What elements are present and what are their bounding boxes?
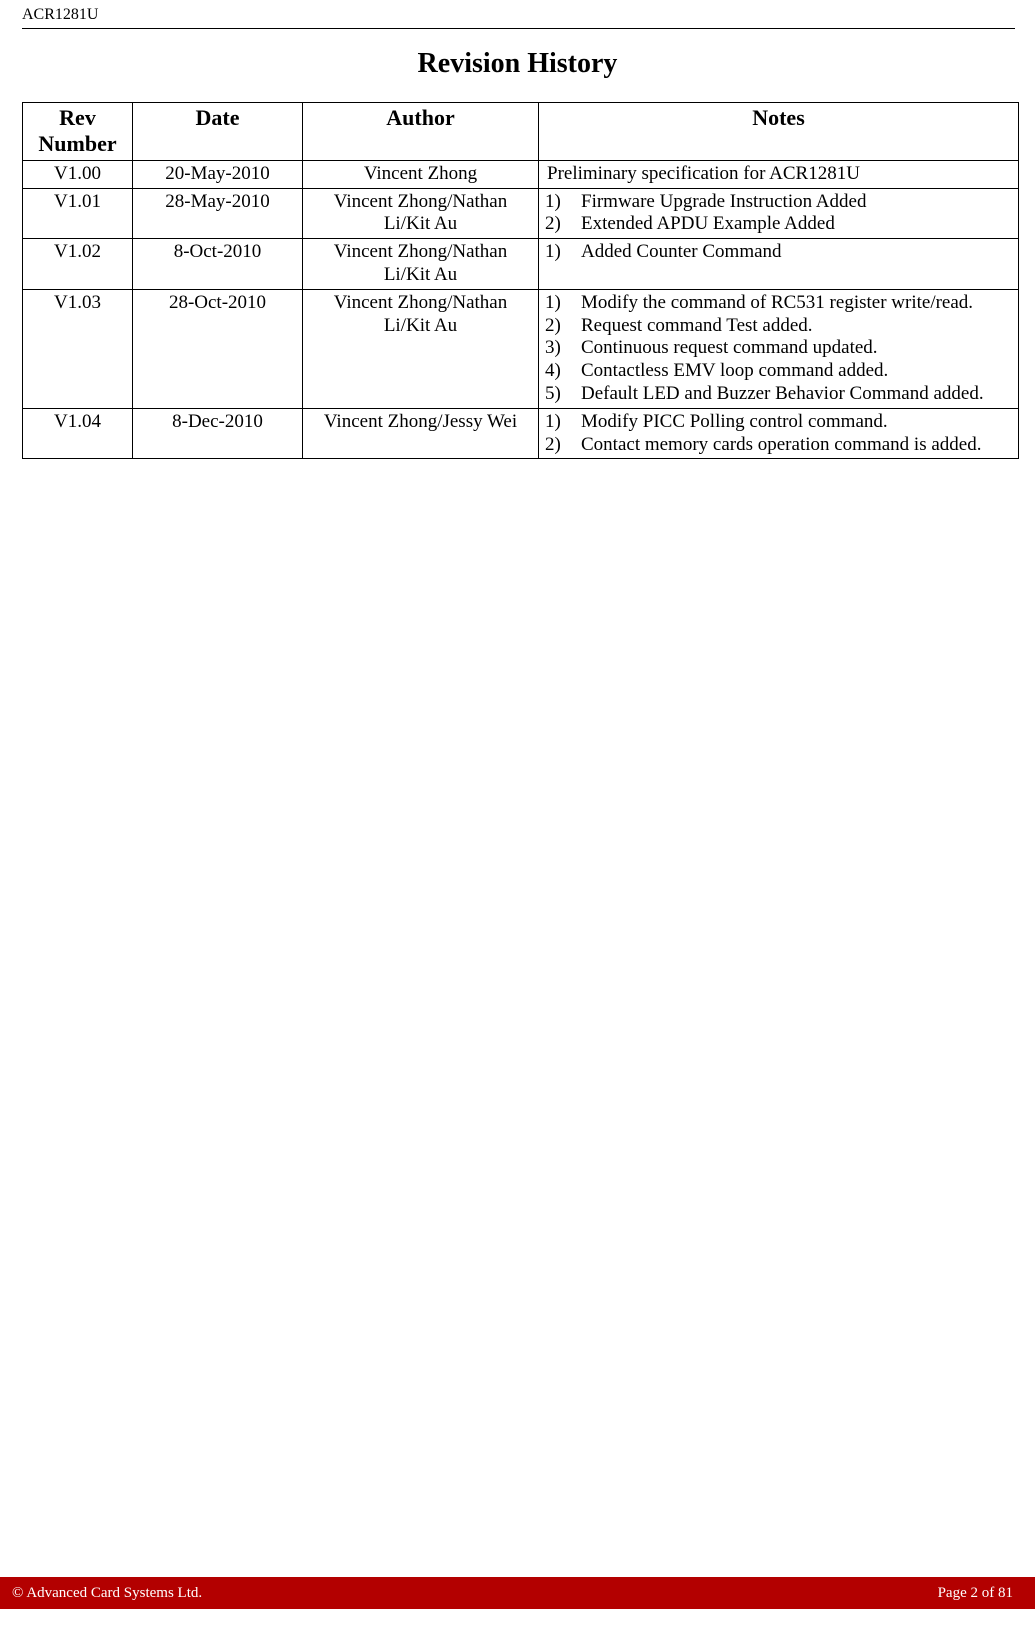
note-number: 4) bbox=[545, 360, 581, 383]
col-header-date: Date bbox=[133, 103, 303, 161]
note-text: Contact memory cards operation command i… bbox=[581, 434, 1012, 457]
cell-date: 28-May-2010 bbox=[133, 188, 303, 239]
note-number: 2) bbox=[545, 434, 581, 457]
cell-rev: V1.02 bbox=[23, 239, 133, 290]
note-number: 5) bbox=[545, 383, 581, 406]
notes-list-item: 4)Contactless EMV loop command added. bbox=[545, 360, 1012, 383]
cell-author: Vincent Zhong/Nathan Li/Kit Au bbox=[303, 289, 539, 408]
cell-notes: 1)Modify PICC Polling control command.2)… bbox=[539, 408, 1019, 459]
note-number: 1) bbox=[545, 292, 581, 315]
note-text: Modify PICC Polling control command. bbox=[581, 411, 1012, 434]
notes-list-item: 5)Default LED and Buzzer Behavior Comman… bbox=[545, 383, 1012, 406]
cell-rev: V1.04 bbox=[23, 408, 133, 459]
table-row: V1.0328-Oct-2010Vincent Zhong/Nathan Li/… bbox=[23, 289, 1019, 408]
page: ACR1281U Revision History Rev Number Dat… bbox=[0, 0, 1035, 1647]
cell-notes: 1)Added Counter Command bbox=[539, 239, 1019, 290]
note-text: Firmware Upgrade Instruction Added bbox=[581, 191, 1012, 214]
table-row: V1.048-Dec-2010Vincent Zhong/Jessy Wei1)… bbox=[23, 408, 1019, 459]
revision-history-table: Rev Number Date Author Notes V1.0020-May… bbox=[22, 102, 1019, 459]
cell-rev: V1.00 bbox=[23, 160, 133, 188]
notes-list: 1)Modify PICC Polling control command.2)… bbox=[545, 411, 1012, 457]
notes-list-item: 2)Extended APDU Example Added bbox=[545, 213, 1012, 236]
page-footer: © Advanced Card Systems Ltd. Page 2 of 8… bbox=[0, 1577, 1035, 1609]
notes-list-item: 1)Modify PICC Polling control command. bbox=[545, 411, 1012, 434]
col-header-author: Author bbox=[303, 103, 539, 161]
table-row: V1.028-Oct-2010Vincent Zhong/Nathan Li/K… bbox=[23, 239, 1019, 290]
footer-page-number: Page 2 of 81 bbox=[938, 1585, 1013, 1602]
table-row: V1.0128-May-2010Vincent Zhong/Nathan Li/… bbox=[23, 188, 1019, 239]
note-number: 1) bbox=[545, 241, 581, 264]
note-number: 1) bbox=[545, 191, 581, 214]
cell-author: Vincent Zhong/Nathan Li/Kit Au bbox=[303, 188, 539, 239]
note-text: Modify the command of RC531 register wri… bbox=[581, 292, 1012, 315]
note-text: Continuous request command updated. bbox=[581, 337, 1012, 360]
cell-date: 20-May-2010 bbox=[133, 160, 303, 188]
cell-notes: 1)Firmware Upgrade Instruction Added2)Ex… bbox=[539, 188, 1019, 239]
notes-list: 1)Firmware Upgrade Instruction Added2)Ex… bbox=[545, 191, 1012, 237]
note-number: 2) bbox=[545, 213, 581, 236]
notes-list-item: 2)Contact memory cards operation command… bbox=[545, 434, 1012, 457]
table-body: V1.0020-May-2010Vincent Zhong Preliminary… bbox=[23, 160, 1019, 459]
note-number: 3) bbox=[545, 337, 581, 360]
notes-list: 1)Added Counter Command bbox=[545, 241, 1012, 264]
notes-list-item: 3)Continuous request command updated. bbox=[545, 337, 1012, 360]
notes-list: 1)Modify the command of RC531 register w… bbox=[545, 292, 1012, 406]
col-header-notes: Notes bbox=[539, 103, 1019, 161]
note-text: Extended APDU Example Added bbox=[581, 213, 1012, 236]
cell-rev: V1.01 bbox=[23, 188, 133, 239]
header-rule bbox=[22, 28, 1015, 29]
cell-author: Vincent Zhong/Jessy Wei bbox=[303, 408, 539, 459]
cell-author: Vincent Zhong/Nathan Li/Kit Au bbox=[303, 239, 539, 290]
note-text: Added Counter Command bbox=[581, 241, 1012, 264]
note-text: Default LED and Buzzer Behavior Command … bbox=[581, 383, 1012, 406]
note-number: 1) bbox=[545, 411, 581, 434]
notes-list-item: 2)Request command Test added. bbox=[545, 315, 1012, 338]
note-text: Contactless EMV loop command added. bbox=[581, 360, 1012, 383]
notes-list-item: 1)Added Counter Command bbox=[545, 241, 1012, 264]
page-title: Revision History bbox=[0, 48, 1035, 80]
table-row: V1.0020-May-2010Vincent Zhong Preliminary… bbox=[23, 160, 1019, 188]
cell-date: 8-Oct-2010 bbox=[133, 239, 303, 290]
notes-list-item: 1)Firmware Upgrade Instruction Added bbox=[545, 191, 1012, 214]
cell-notes: 1)Modify the command of RC531 register w… bbox=[539, 289, 1019, 408]
table-header-row: Rev Number Date Author Notes bbox=[23, 103, 1019, 161]
note-number: 2) bbox=[545, 315, 581, 338]
cell-notes: Preliminary specification for ACR1281U bbox=[539, 160, 1019, 188]
col-header-rev: Rev Number bbox=[23, 103, 133, 161]
cell-author: Vincent Zhong bbox=[303, 160, 539, 188]
cell-rev: V1.03 bbox=[23, 289, 133, 408]
note-text: Preliminary specification for ACR1281U bbox=[545, 163, 1012, 186]
notes-list-item: 1)Modify the command of RC531 register w… bbox=[545, 292, 1012, 315]
note-text: Request command Test added. bbox=[581, 315, 1012, 338]
cell-date: 28-Oct-2010 bbox=[133, 289, 303, 408]
header-product-code: ACR1281U bbox=[22, 6, 98, 24]
footer-copyright: © Advanced Card Systems Ltd. bbox=[12, 1585, 202, 1602]
cell-date: 8-Dec-2010 bbox=[133, 408, 303, 459]
